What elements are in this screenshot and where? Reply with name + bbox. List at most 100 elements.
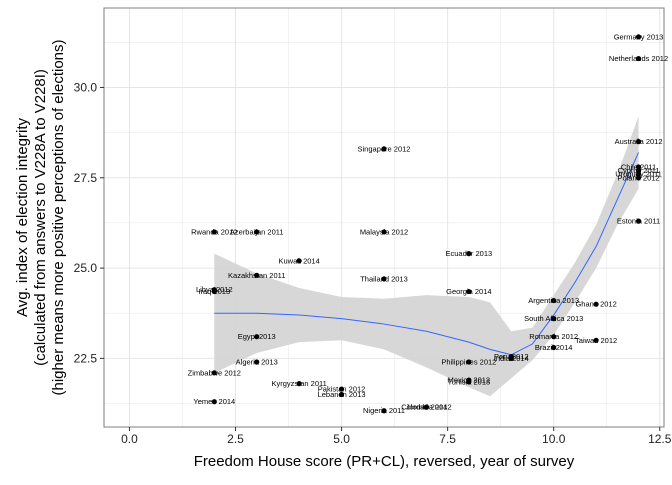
- data-point: [635, 139, 642, 145]
- data-point: [466, 379, 472, 385]
- data-point: [593, 301, 599, 307]
- point-label: Chile 2011: [621, 162, 656, 171]
- point-label: Rwanda 2012: [191, 227, 237, 236]
- data-point: [635, 164, 642, 170]
- point-label: South Africa 2013: [524, 314, 583, 323]
- point-label: Ecuador 2013: [445, 249, 492, 258]
- point-label: Germany 2013: [614, 32, 664, 41]
- point-label: Australia 2012: [615, 137, 663, 146]
- point-label: Cyprus 2011: [618, 166, 660, 175]
- data-point: [211, 229, 217, 235]
- point-label: Nigeria 2011: [363, 406, 405, 415]
- data-point: [635, 167, 642, 174]
- point-labels: Germany 2013 Netherlands 2012 Australia 20…: [188, 32, 669, 415]
- x-axis-title: Freedom House score (PR+CL), reversed, y…: [194, 453, 575, 470]
- data-point: [381, 146, 387, 152]
- data-point: [466, 359, 472, 365]
- point-label: Malaysia 2012: [360, 227, 408, 236]
- data-point: [381, 276, 387, 282]
- point-label: Pakistan 2012: [318, 385, 366, 394]
- confidence-band: [214, 116, 639, 397]
- x-tick-label: 12.5: [648, 432, 672, 446]
- y-axis-ticks: 22.5 25.0 27.5 30.0: [74, 80, 104, 365]
- data-point: [211, 370, 217, 376]
- data-point: [635, 218, 642, 224]
- point-label: Uruguay 2011: [615, 170, 662, 179]
- data-point: [211, 399, 217, 405]
- point-label: Kazakhstan 2011: [228, 271, 285, 280]
- confidence-ribbon: [214, 116, 639, 397]
- data-point: [296, 381, 302, 387]
- x-tick-label: 0.0: [121, 432, 138, 446]
- data-point: [466, 251, 472, 257]
- data-point: [423, 404, 430, 410]
- data-point: [211, 288, 217, 295]
- data-point: [551, 316, 557, 322]
- point-label: Kuwait 2014: [279, 256, 320, 265]
- point-label: Colombia 2012: [401, 403, 451, 412]
- panel-border: [103, 7, 665, 428]
- point-label: Libya 2012: [196, 285, 233, 294]
- panel-background: [104, 8, 664, 427]
- point-label: Singapore 2012: [358, 144, 411, 153]
- point-label: Georgia 2014: [446, 287, 491, 296]
- point-label: Egypt 2013: [238, 332, 276, 341]
- point-label: Argentina 2013: [528, 296, 579, 305]
- y-tick-label: 22.5: [74, 351, 98, 365]
- data-point: [551, 344, 557, 351]
- point-label: Kyrgyzstan 2011: [271, 379, 326, 388]
- point-label: Brazil 2014: [535, 343, 573, 352]
- point-label: Jordan 2014: [406, 403, 448, 412]
- point-label: Tunisia 2013: [448, 377, 491, 386]
- point-label: Iraq 2013: [198, 287, 230, 296]
- point-label: Poland 2012: [617, 173, 659, 182]
- y-axis-title: Avg. index of election integrity (calcula…: [14, 39, 67, 395]
- data-point: [635, 171, 642, 177]
- y-axis-title-line: Avg. index of election integrity: [14, 118, 31, 318]
- smooth-line: [214, 152, 640, 356]
- point-label: Philippines 2012: [441, 357, 496, 366]
- x-tick-label: 2.5: [227, 432, 244, 446]
- data-point: [338, 386, 345, 392]
- point-label: Mexico 2012: [448, 376, 491, 385]
- point-label: Thailand 2013: [360, 274, 408, 283]
- point-label: Peru 2012: [494, 352, 529, 361]
- data-point: [593, 337, 599, 343]
- y-tick-label: 25.0: [74, 261, 98, 275]
- point-label: Algeria 2013: [236, 357, 278, 366]
- point-label: Estonia 2011: [617, 217, 660, 226]
- data-point: [551, 297, 557, 304]
- x-tick-label: 5.0: [333, 432, 350, 446]
- data-point: [296, 258, 302, 264]
- point-label: Azerbaijan 2011: [230, 227, 284, 236]
- data-point: [635, 175, 642, 181]
- x-tick-label: 10.0: [542, 432, 566, 446]
- point-label: Yemen 2014: [193, 397, 235, 406]
- point-label: Zimbabwe 2012: [188, 368, 241, 377]
- data-point: [635, 55, 642, 62]
- data-point: [254, 359, 260, 365]
- point-label: Lebanon 2013: [318, 390, 366, 399]
- data-point: [381, 408, 387, 414]
- data-points: [211, 34, 642, 414]
- point-label: Taiwan 2012: [575, 336, 617, 345]
- data-point: [254, 229, 260, 235]
- data-point: [635, 34, 642, 40]
- y-axis-title-line: (calculated from answers to V228A to V22…: [32, 69, 49, 366]
- point-label: Ghana 2012: [575, 300, 616, 309]
- point-label: Netherlands 2012: [609, 54, 668, 63]
- data-point: [254, 272, 260, 278]
- data-point: [508, 353, 514, 360]
- data-point: [466, 288, 472, 295]
- y-axis-title-line: (higher means more positive perceptions …: [50, 39, 67, 395]
- point-label: India 2014: [494, 354, 529, 363]
- x-axis-ticks: 0.0 2.5 5.0 7.5 10.0 12.5: [121, 427, 672, 446]
- data-point: [381, 229, 387, 235]
- data-point: [338, 391, 345, 398]
- loess-fit-line: [214, 152, 640, 356]
- data-point: [254, 334, 260, 340]
- y-tick-label: 27.5: [74, 171, 98, 185]
- x-tick-label: 7.5: [439, 432, 456, 446]
